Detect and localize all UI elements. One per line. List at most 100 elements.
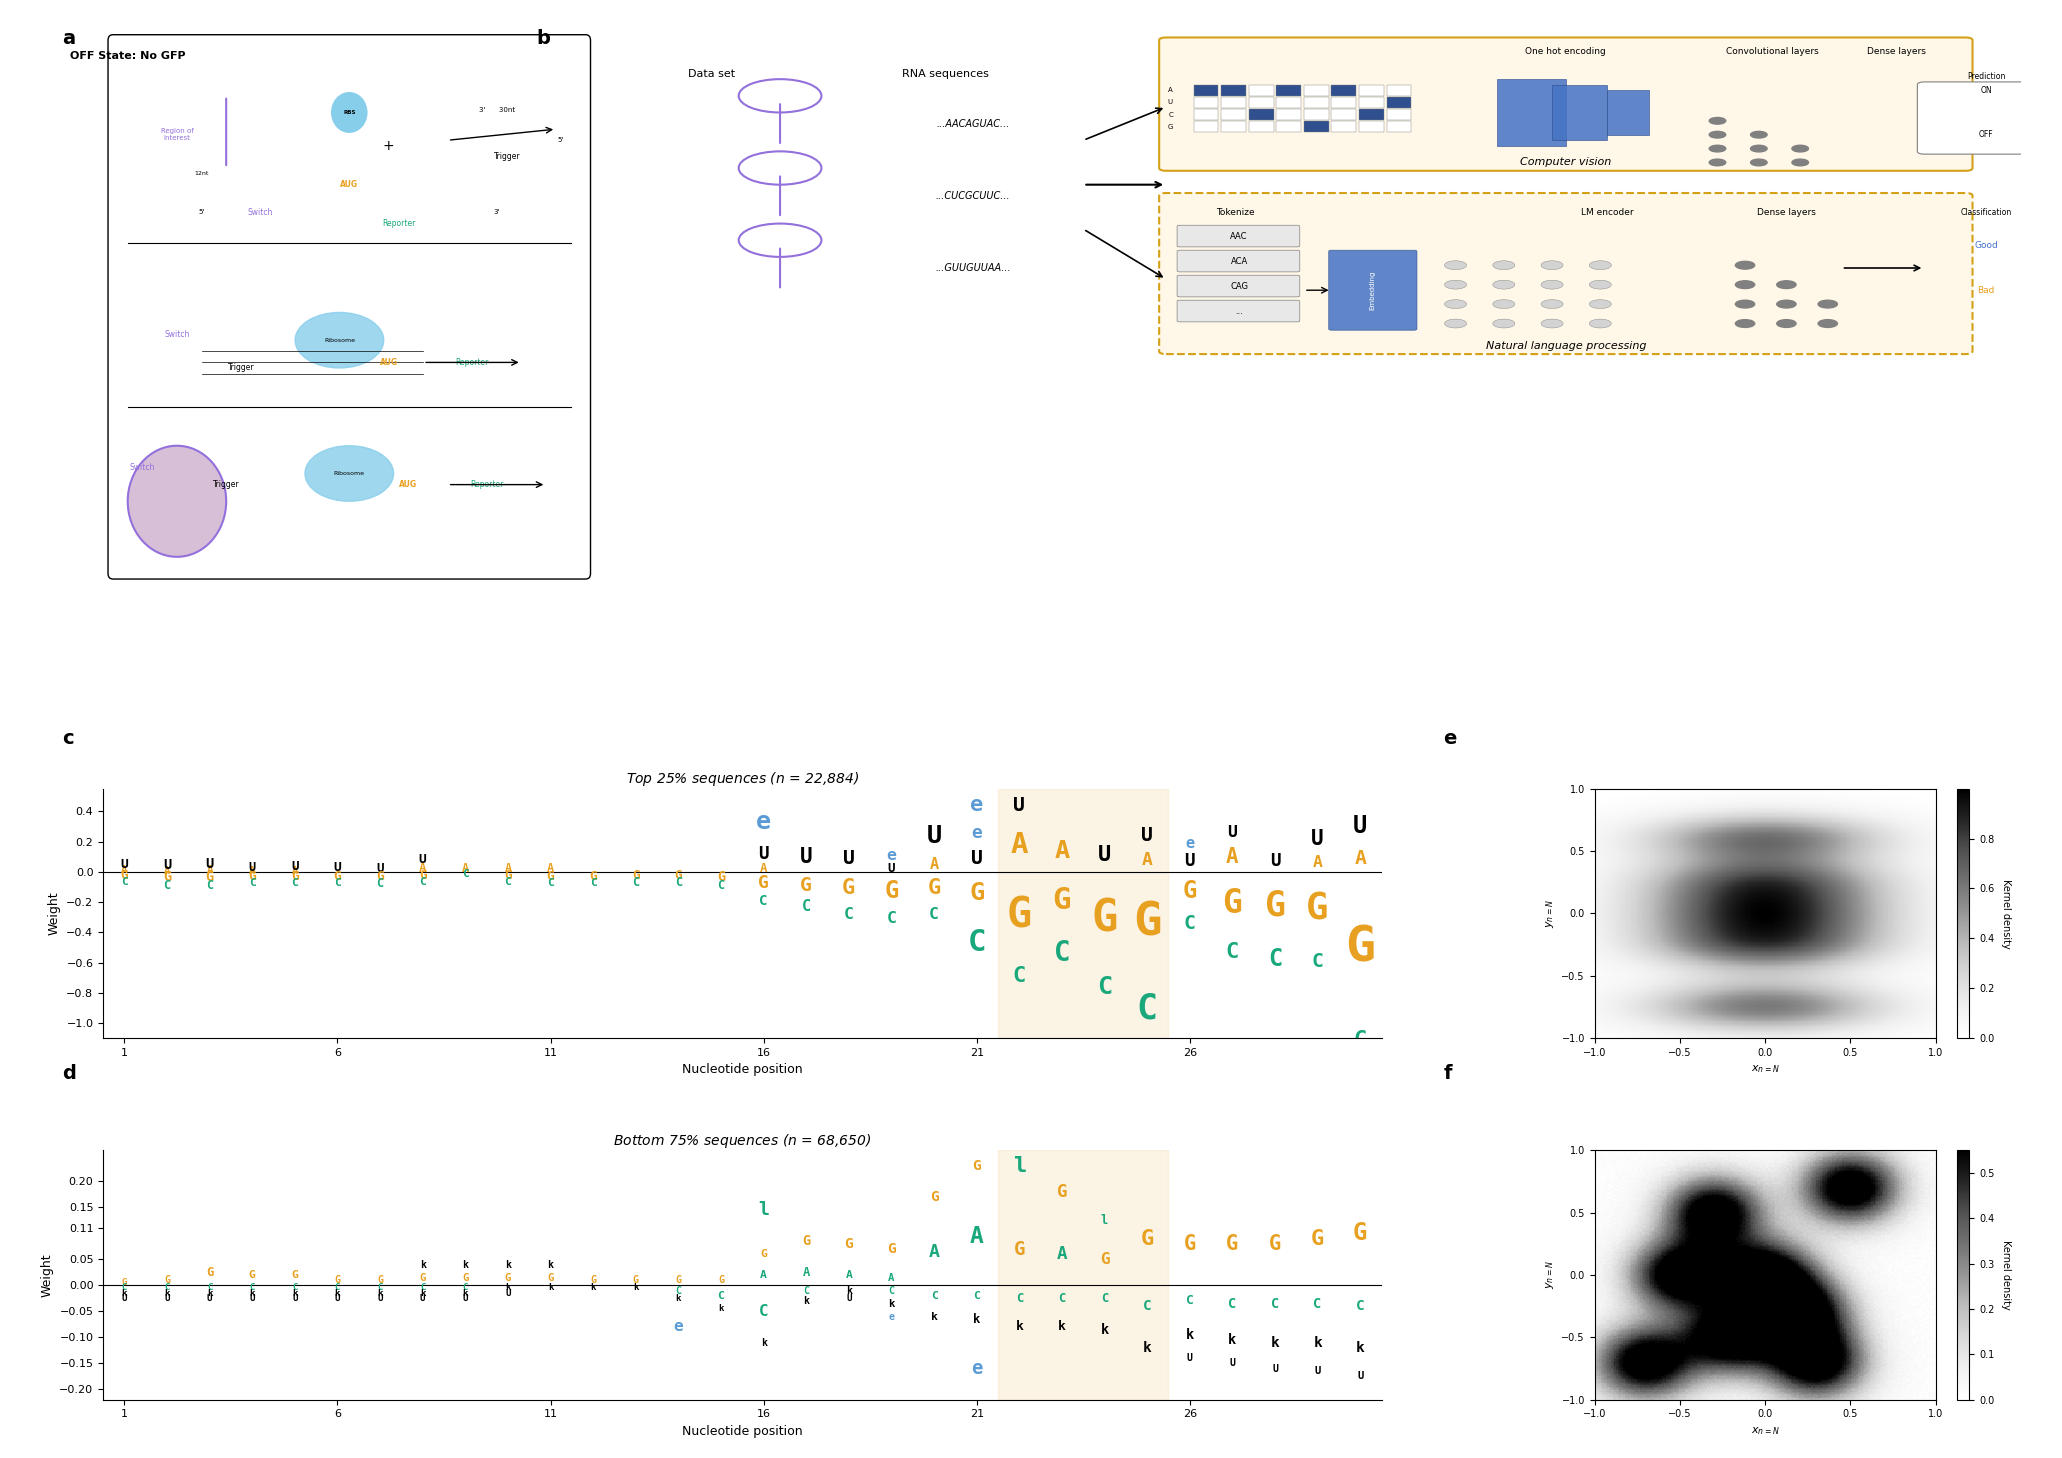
Bar (1386, 109, 1412, 120)
Text: Prediction: Prediction (1967, 71, 2006, 80)
Text: Tokenize: Tokenize (1217, 208, 1254, 217)
Text: U: U (926, 824, 942, 847)
Text: C: C (334, 1283, 340, 1292)
Text: Ribosome: Ribosome (334, 471, 365, 475)
Text: G: G (250, 1270, 256, 1280)
Circle shape (1709, 131, 1726, 139)
Text: C: C (165, 1283, 169, 1292)
Text: k: k (505, 1260, 511, 1270)
Text: G: G (1167, 124, 1173, 130)
Text: C: C (462, 1283, 468, 1292)
Text: U: U (165, 1293, 169, 1303)
Circle shape (1751, 131, 1767, 139)
Text: f: f (1443, 1064, 1452, 1083)
Text: U: U (971, 849, 984, 868)
Text: ON: ON (1980, 86, 1992, 95)
Circle shape (1590, 261, 1610, 270)
Text: e: e (887, 847, 897, 863)
Text: C: C (462, 869, 468, 879)
Bar (1359, 96, 1384, 108)
Text: U: U (206, 1293, 212, 1303)
Text: C: C (334, 878, 340, 888)
Text: G: G (1099, 1252, 1109, 1267)
Text: U: U (800, 847, 812, 866)
Text: AUG: AUG (379, 357, 398, 367)
Circle shape (1792, 146, 1808, 152)
Text: G: G (462, 1273, 468, 1283)
Text: ...: ... (1235, 306, 1243, 316)
Text: k: k (462, 1289, 468, 1298)
Text: Switch: Switch (247, 208, 274, 217)
Text: G: G (419, 869, 427, 882)
Text: C: C (676, 1286, 680, 1296)
Text: G: G (1052, 886, 1072, 916)
Text: A: A (1227, 847, 1239, 866)
Text: A: A (761, 862, 767, 875)
Text: U: U (250, 1293, 256, 1303)
Circle shape (1792, 159, 1808, 166)
Text: 3': 3' (493, 210, 501, 216)
Circle shape (1445, 319, 1466, 328)
Title: Bottom 75% sequences ($n$ = 68,650): Bottom 75% sequences ($n$ = 68,650) (612, 1131, 872, 1150)
Text: k: k (889, 1299, 895, 1309)
Text: U: U (120, 857, 128, 870)
Text: C: C (1186, 1295, 1194, 1308)
Text: e: e (969, 795, 984, 815)
Text: ...AACAGUAC...: ...AACAGUAC... (936, 118, 1010, 128)
Text: l: l (1012, 1156, 1027, 1177)
Text: A: A (1010, 831, 1029, 859)
Text: G: G (761, 1250, 767, 1260)
Bar (1359, 121, 1384, 133)
Bar (1332, 96, 1357, 108)
Text: A: A (1056, 1245, 1068, 1263)
Text: k: k (122, 1289, 128, 1298)
Circle shape (1540, 261, 1563, 270)
Text: G: G (206, 1266, 212, 1279)
Text: OFF: OFF (1980, 130, 1994, 139)
Text: k: k (1313, 1336, 1322, 1350)
Text: One hot encoding: One hot encoding (1526, 47, 1606, 55)
Text: G: G (1184, 879, 1196, 903)
Text: e: e (674, 1319, 683, 1334)
Y-axis label: $y_{n=N}$: $y_{n=N}$ (1544, 1261, 1557, 1289)
Circle shape (1736, 319, 1755, 328)
Circle shape (1709, 118, 1726, 124)
Text: Convolutional layers: Convolutional layers (1726, 47, 1819, 55)
Text: U: U (206, 856, 214, 870)
Text: U: U (1167, 99, 1173, 105)
Text: C: C (1169, 112, 1173, 118)
Text: k: k (1186, 1328, 1194, 1341)
Text: Computer vision: Computer vision (1520, 157, 1612, 168)
Text: Reporter: Reporter (381, 219, 414, 227)
Text: G: G (676, 1276, 680, 1284)
Text: G: G (1353, 1222, 1367, 1245)
Circle shape (1540, 319, 1563, 328)
Text: G: G (165, 1276, 169, 1284)
Text: C: C (1313, 1296, 1322, 1311)
Text: C: C (967, 929, 986, 958)
Text: U: U (291, 860, 299, 873)
Text: G: G (1227, 1233, 1239, 1254)
Text: Dense layers: Dense layers (1868, 47, 1926, 55)
Text: G: G (802, 1235, 810, 1248)
Text: RBS: RBS (342, 109, 355, 115)
Text: AUG: AUG (340, 181, 359, 190)
Text: k: k (804, 1296, 808, 1306)
Text: d: d (62, 1064, 76, 1083)
Text: G: G (1223, 886, 1241, 920)
Text: G: G (505, 1273, 511, 1283)
Circle shape (1709, 146, 1726, 152)
Text: G: G (845, 1236, 854, 1251)
Text: U: U (889, 862, 895, 875)
Text: 12nt: 12nt (194, 171, 208, 176)
Bar (1497, 79, 1565, 146)
Circle shape (1540, 300, 1563, 309)
Text: C: C (759, 1303, 769, 1319)
Circle shape (1736, 281, 1755, 289)
Text: U: U (845, 1293, 852, 1303)
Text: a: a (62, 29, 74, 48)
Text: U: U (1188, 1353, 1192, 1363)
Text: C: C (377, 878, 384, 891)
Text: C: C (1225, 942, 1239, 962)
FancyBboxPatch shape (1159, 192, 1973, 354)
